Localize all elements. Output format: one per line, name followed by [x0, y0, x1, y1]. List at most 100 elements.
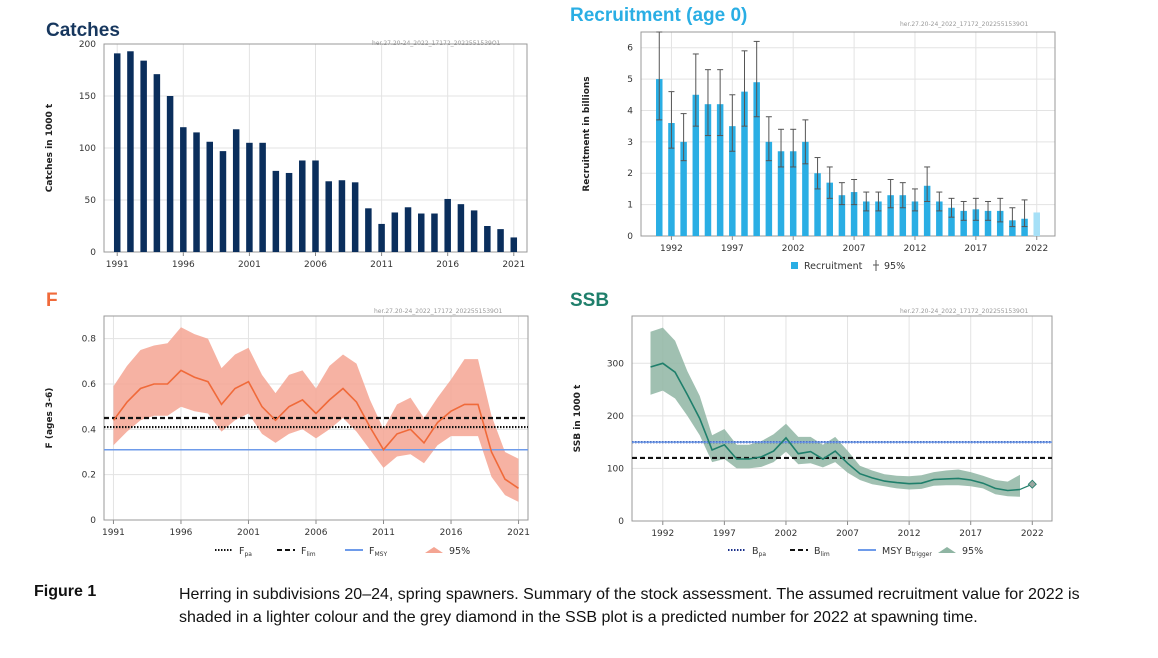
- y-tick-label: 2: [627, 169, 633, 179]
- legend-swatch: [791, 262, 798, 269]
- catches-bar: [272, 170, 280, 252]
- recruitment-bar: [936, 201, 943, 236]
- x-tick-label: 1997: [721, 244, 744, 254]
- y-tick-label: 4: [627, 106, 633, 116]
- y-tick-label: 0: [90, 248, 96, 258]
- x-tick-label: 2022: [1021, 529, 1044, 539]
- f-title: F: [46, 290, 58, 311]
- recruitment-bar: [729, 126, 736, 236]
- y-axis-label: F (ages 3-6): [45, 388, 55, 449]
- catches-bar: [259, 142, 266, 252]
- catches-title: Catches: [46, 20, 120, 41]
- panel-ssb: SSB her.27.20-24_2022_17172_2022551539O1…: [560, 280, 1158, 570]
- x-tick-label: 1991: [106, 260, 129, 270]
- y-tick-label: 0: [627, 232, 633, 242]
- legend-label: Fpa: [239, 546, 252, 558]
- recruitment-bar: [984, 210, 992, 236]
- x-tick-label: 2006: [305, 528, 328, 538]
- ssb-chart: 0 100 200 300 1992 1997 2002 2007 2012 2017 2022 SS…: [573, 315, 1053, 558]
- recruitment-bar: [899, 195, 907, 236]
- catches-bar: [140, 60, 147, 252]
- recruitment-bar: [1009, 220, 1016, 236]
- ssb-predicted-marker: [1027, 479, 1037, 489]
- x-tick-label: 2007: [843, 244, 866, 254]
- recruitment-bar: [972, 209, 980, 236]
- y-tick-label: 100: [79, 144, 96, 154]
- x-tick-label: 2016: [440, 528, 463, 538]
- panel-f: F her.27.20-24_2022_17172_2022551539O1 0…: [0, 280, 560, 570]
- x-tick-label: 2016: [436, 260, 459, 270]
- recruitment-bar: [692, 94, 700, 237]
- x-tick-label: 2017: [959, 529, 982, 539]
- recruitment-bar: [960, 210, 967, 236]
- y-axis-label: Recruitment in billions: [582, 76, 592, 191]
- recruitment-bar: [923, 185, 931, 236]
- catches-bar: [166, 96, 174, 252]
- recruitment-bar: [704, 104, 712, 236]
- catches-bar: [365, 208, 372, 252]
- recruitment-bar: [875, 201, 882, 236]
- recruitment-bar: [716, 104, 724, 236]
- x-tick-label: 2012: [904, 244, 927, 254]
- x-tick-label: 2021: [507, 528, 530, 538]
- x-tick-label: 1996: [172, 260, 195, 270]
- legend-swatch: [425, 547, 443, 553]
- recruitment-bar: [911, 201, 919, 236]
- recruitment-bar: [948, 207, 955, 236]
- recruitment-bar: [814, 173, 821, 236]
- plot-frame: [631, 315, 1053, 522]
- catches-bar: [153, 74, 161, 252]
- ssb-source-id: her.27.20-24_2022_17172_2022551539O1: [900, 308, 1029, 315]
- y-tick-label: 0: [90, 516, 96, 526]
- recruitment-source-id: her.27.20-24_2022_17172_2022551539O1: [900, 21, 1029, 28]
- y-tick-label: 6: [627, 44, 633, 54]
- catches-bar: [299, 160, 306, 252]
- catches-bar: [338, 180, 346, 252]
- catches-bar: [206, 141, 213, 252]
- figure-label: Figure 1: [34, 583, 97, 600]
- x-tick-label: 1997: [713, 529, 736, 539]
- recruitment-bar: [680, 141, 687, 236]
- legend-label: 95%: [962, 546, 983, 557]
- catches-bar: [484, 226, 491, 252]
- x-tick-label: 1992: [651, 529, 674, 539]
- recruitment-bar: [741, 91, 748, 236]
- y-tick-label: 0.4: [82, 425, 97, 435]
- y-axis-label: SSB in 1000 t: [573, 384, 583, 452]
- catches-bar: [431, 213, 438, 252]
- recruitment-bar: [1033, 212, 1040, 236]
- f-source-id: her.27.20-24_2022_17172_2022551539O1: [374, 308, 503, 315]
- recruitment-bar: [996, 210, 1004, 236]
- x-tick-label: 2021: [502, 260, 525, 270]
- x-tick-label: 2011: [370, 260, 393, 270]
- x-tick-label: 2022: [1025, 244, 1048, 254]
- x-tick-label: 1992: [660, 244, 683, 254]
- f-chart: 0 0.2 0.4 0.6 0.8 1991 1996 2001 2006 2011 2016 202…: [45, 315, 530, 558]
- recruitment-bar: [777, 151, 785, 236]
- legend-label: Bpa: [752, 546, 766, 558]
- catches-bar: [219, 151, 227, 252]
- catches-bar: [404, 207, 412, 252]
- recruitment-bar: [863, 201, 870, 236]
- y-tick-label: 3: [627, 138, 633, 148]
- panel-catches: Catches her.27.20-24_2022_17172_20225515…: [0, 0, 560, 280]
- y-tick-label: 100: [607, 464, 624, 474]
- recruitment-bar: [850, 192, 858, 236]
- catches-bar: [325, 181, 332, 252]
- catches-bar: [351, 182, 359, 252]
- x-tick-label: 1996: [170, 528, 193, 538]
- y-axis-label: Catches in 1000 t: [45, 103, 55, 192]
- x-tick-label: 2002: [782, 244, 805, 254]
- panel-recruitment: Recruitment (age 0) her.27.20-24_2022_17…: [560, 0, 1158, 280]
- legend-label: 95%: [449, 546, 470, 557]
- catches-bar: [193, 132, 200, 252]
- legend-label: Recruitment: [804, 261, 863, 272]
- legend-label: MSY Btrigger: [882, 546, 932, 558]
- catches-bar: [391, 212, 399, 252]
- recruitment-bar: [753, 82, 760, 236]
- recruitment-bar: [838, 195, 846, 236]
- x-tick-label: 2017: [964, 244, 987, 254]
- legend-label: Blim: [814, 546, 830, 558]
- catches-bar: [285, 172, 293, 252]
- y-tick-label: 0: [618, 517, 624, 527]
